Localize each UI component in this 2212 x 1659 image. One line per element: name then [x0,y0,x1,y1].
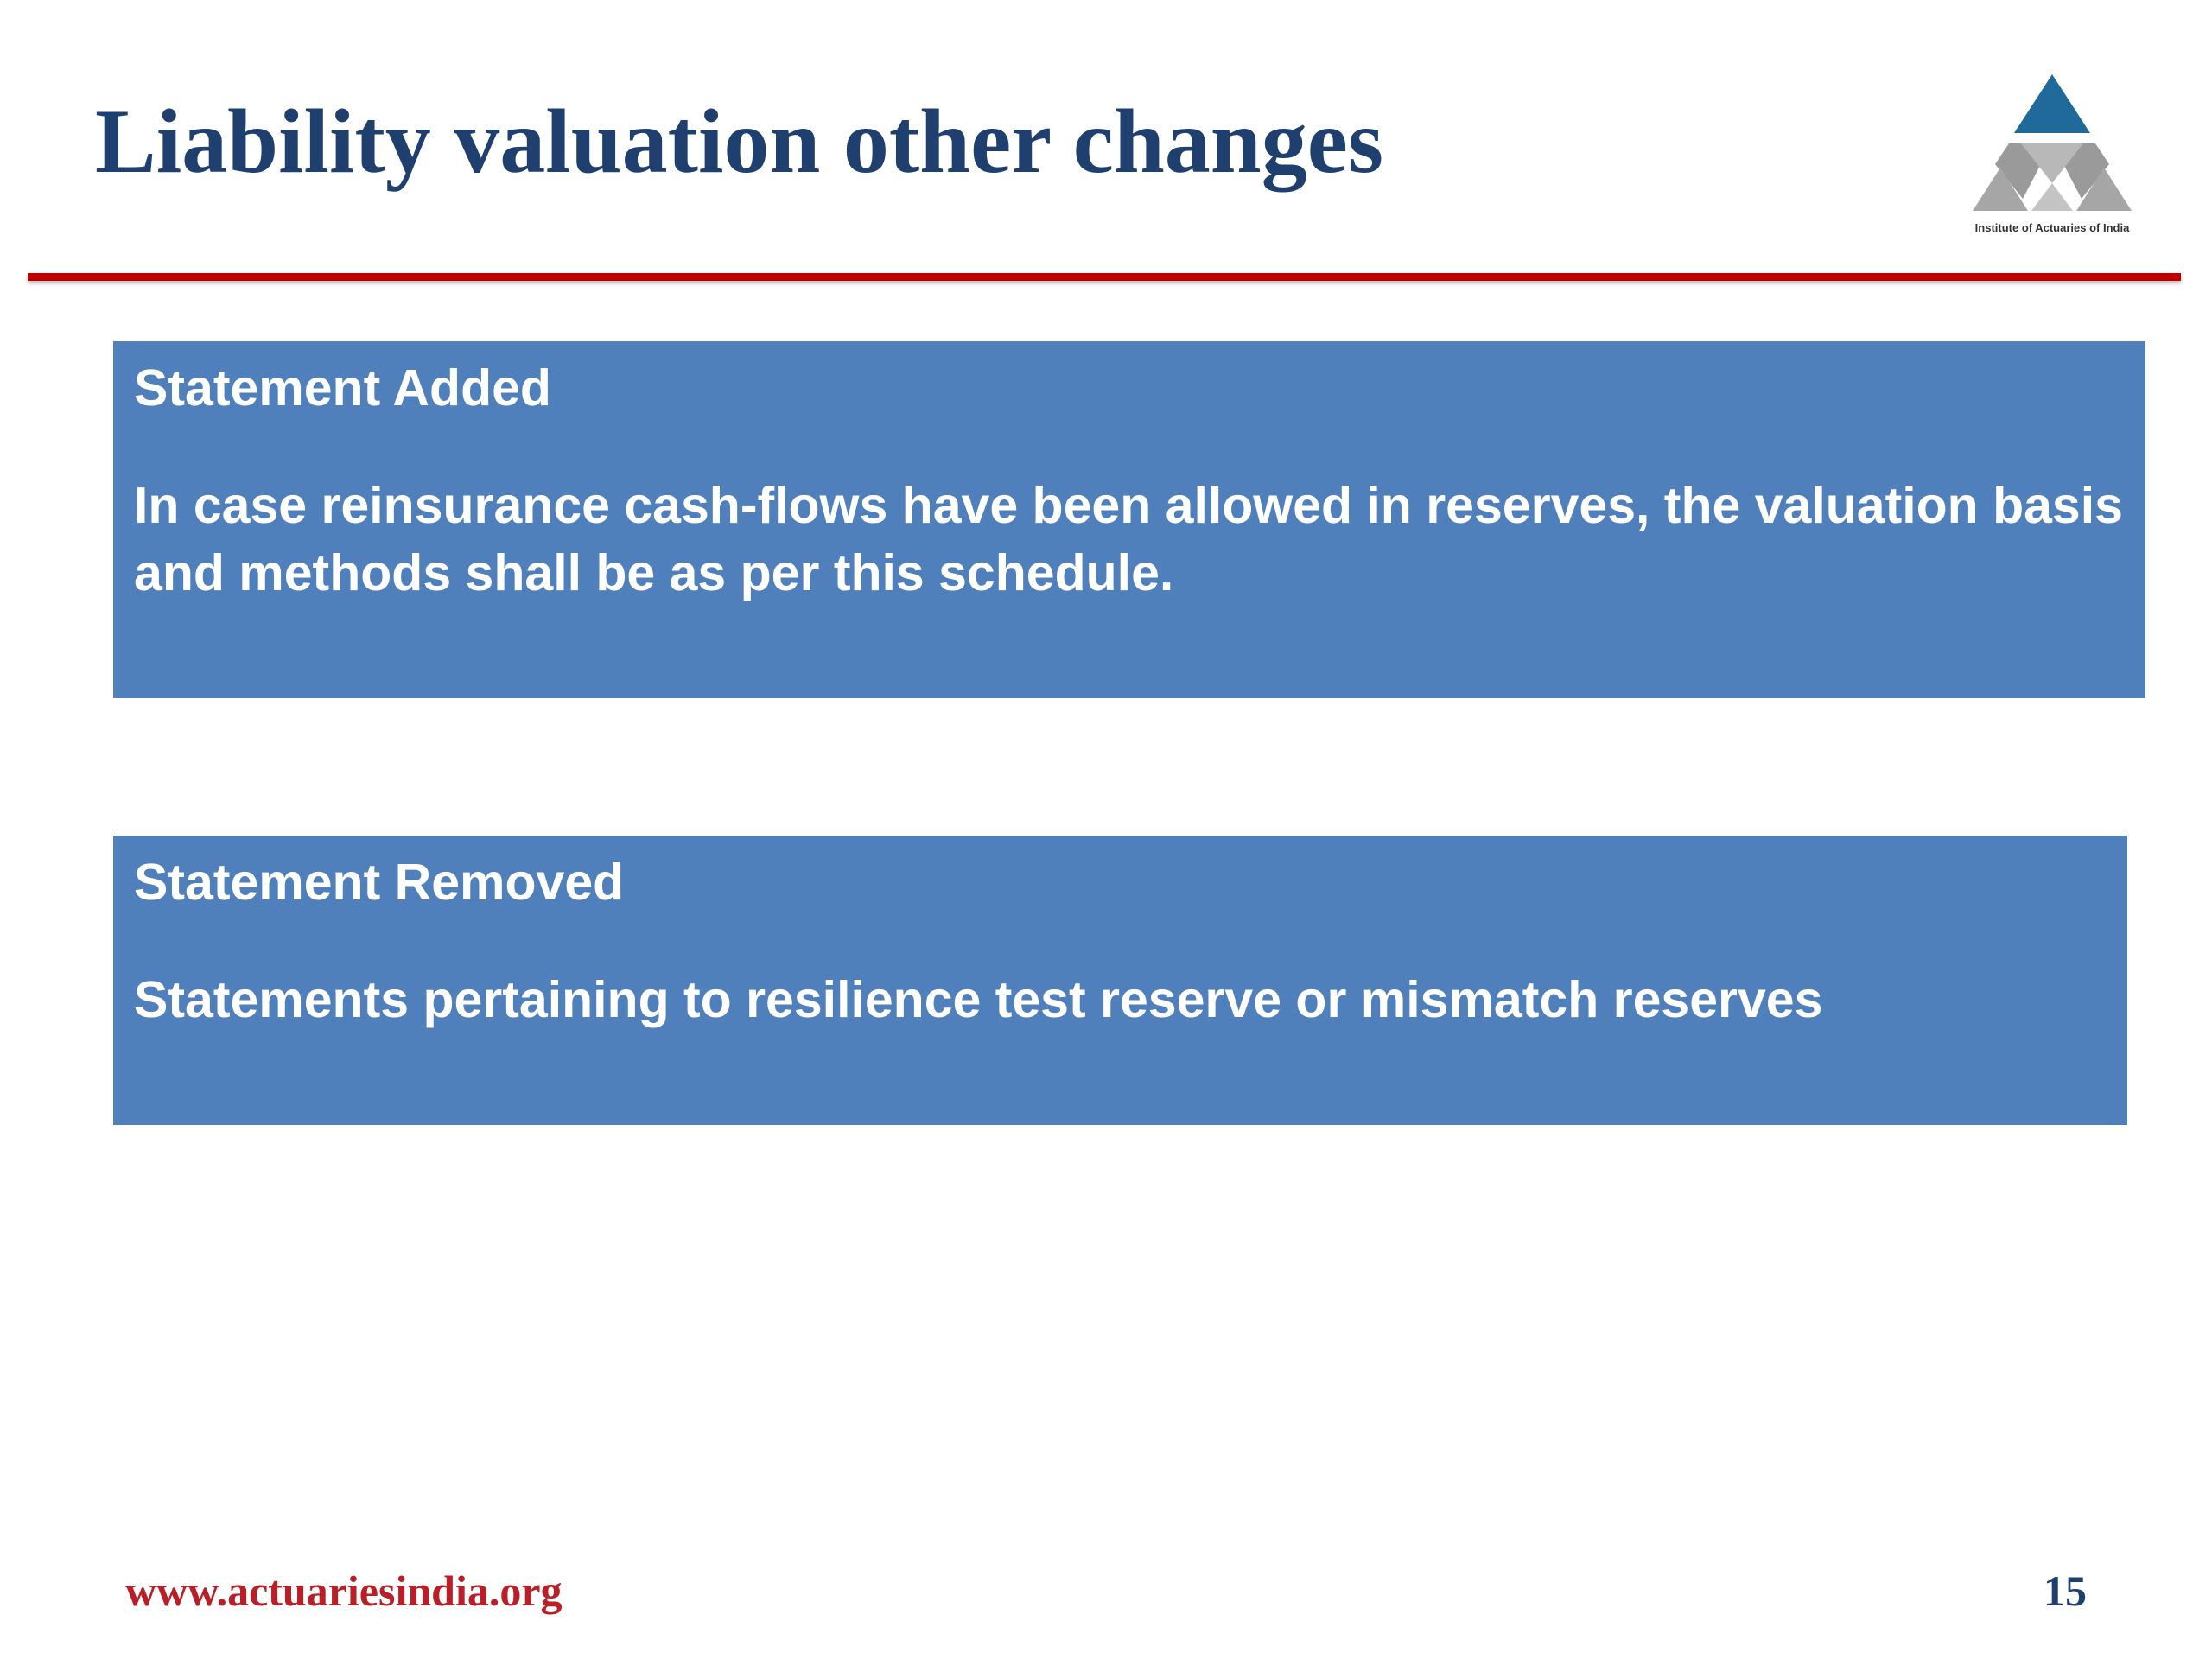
logo-triangle-icon [1973,74,2132,211]
page-number: 15 [2044,1567,2087,1615]
statement-added-panel: Statement Added In case reinsurance cash… [113,341,2145,698]
footer-website-link[interactable]: www.actuariesindia.org [125,1567,563,1615]
slide-title: Liability valuation other changes [95,91,1384,192]
institute-logo: Institute of Actuaries of India [1948,69,2156,242]
title-divider [28,273,2181,281]
panel-text: In case reinsurance cash-flows have been… [134,476,2123,601]
statement-removed-panel: Statement Removed Statements pertaining … [113,836,2127,1125]
logo-caption: Institute of Actuaries of India [1974,221,2130,234]
panel-text: Statements pertaining to resilience test… [134,970,1823,1028]
panel-heading: Statement Removed [134,854,625,911]
panel-heading: Statement Added [134,359,551,416]
